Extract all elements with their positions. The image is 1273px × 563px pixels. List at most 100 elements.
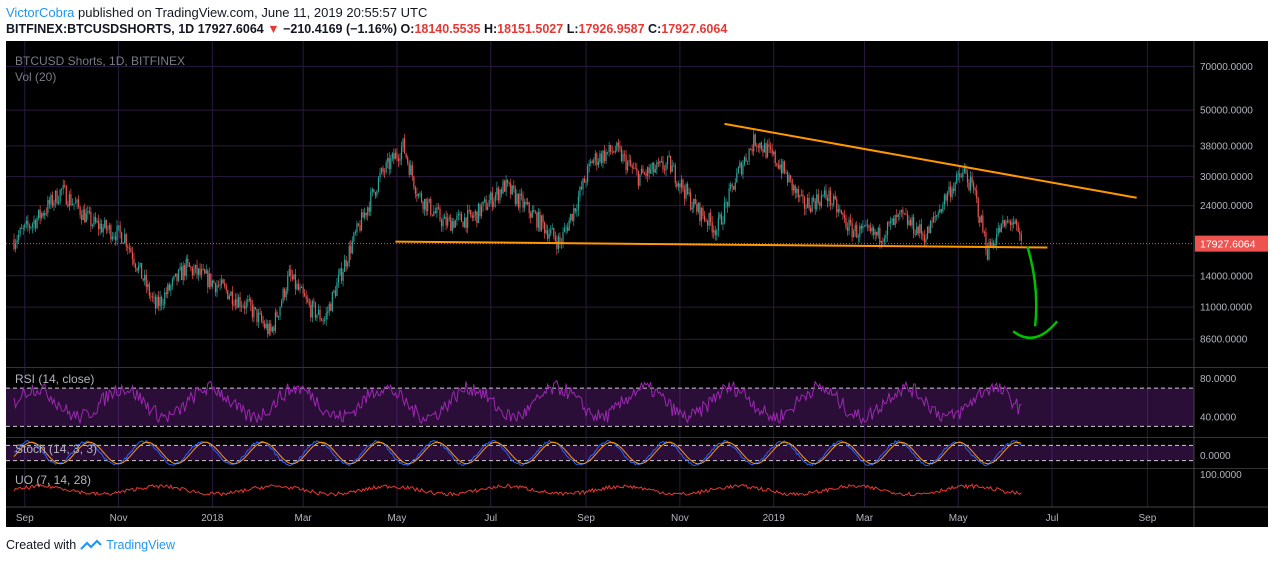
candle-body <box>210 273 212 287</box>
chart-title: BTCUSD Shorts, 1D, BITFINEX <box>15 54 185 68</box>
candle-body <box>342 271 344 281</box>
candle-body <box>505 179 507 192</box>
candle-body <box>657 162 659 164</box>
projection-arrow-path[interactable] <box>1026 246 1038 327</box>
candle-body <box>251 305 253 318</box>
candle-body <box>943 194 946 205</box>
candle-body <box>859 225 861 237</box>
candle-body <box>650 169 652 174</box>
candle-body <box>130 248 132 253</box>
candle-body <box>742 164 744 175</box>
candle-body <box>563 228 566 232</box>
candle-body <box>270 323 272 332</box>
candle-body <box>770 146 772 149</box>
candle-body <box>1005 221 1007 227</box>
candle-body <box>537 211 540 228</box>
candle-body <box>951 188 953 198</box>
candle-body <box>700 207 703 222</box>
candle-body <box>331 291 333 311</box>
x-tick-label: Jul <box>1046 513 1059 524</box>
candle-body <box>573 208 575 221</box>
candle-body <box>176 273 178 281</box>
x-tick-label: Sep <box>1139 513 1157 524</box>
candle-body <box>686 184 689 194</box>
candle-body <box>207 270 209 288</box>
candle-body <box>125 234 127 247</box>
created-with-text: Created with <box>6 538 77 552</box>
candle-body <box>980 215 982 223</box>
candle-body <box>280 301 283 307</box>
candle-body <box>869 228 872 232</box>
candle-body <box>846 227 849 231</box>
candle-body <box>648 167 650 174</box>
candle-body <box>440 220 443 227</box>
candle-body <box>162 304 164 306</box>
candle-body <box>969 176 972 190</box>
trendline-horizontal-support[interactable] <box>395 240 1048 249</box>
candle-body <box>759 142 761 148</box>
candle-body <box>77 199 80 208</box>
candle-body <box>493 201 495 207</box>
candle-body <box>241 306 243 308</box>
candle-body <box>293 274 295 280</box>
candle-body <box>893 218 895 226</box>
candle-body <box>457 213 460 216</box>
candle-body <box>548 234 550 239</box>
candle-body <box>917 226 919 234</box>
candle-body <box>909 220 912 226</box>
close-value: 17927.6064 <box>661 22 728 36</box>
candle-body <box>142 278 144 281</box>
candle-body <box>313 301 315 304</box>
candle-body <box>377 177 380 192</box>
price-chart[interactable]: RSI (14, close) 80.0000 40.0000 Stoch (14, … <box>6 41 1268 527</box>
candle-body <box>1002 220 1004 224</box>
projection-arrow-hook[interactable] <box>1012 320 1059 340</box>
candle-body <box>213 280 215 284</box>
candle-body <box>294 274 297 290</box>
candle-body <box>706 221 709 226</box>
candle-body <box>324 319 326 321</box>
candle-body <box>576 209 578 212</box>
candle-body <box>871 227 873 232</box>
candle-body <box>231 291 233 305</box>
candle-body <box>465 217 467 228</box>
candle-body <box>993 242 995 246</box>
candle-body <box>553 228 555 237</box>
candle-body <box>507 179 509 183</box>
candle-body <box>244 306 246 309</box>
indicator-panes: RSI (14, close) 80.0000 40.0000 Stoch (14, … <box>6 367 1268 497</box>
candle-body <box>157 296 160 307</box>
candle-body <box>925 238 927 243</box>
candle-body <box>447 218 449 226</box>
trendlines[interactable] <box>395 122 1137 340</box>
candle-body <box>41 213 43 219</box>
tradingview-link[interactable]: TradingView <box>106 538 175 552</box>
candle-body <box>408 163 410 175</box>
candle-body <box>448 217 450 219</box>
candle-body <box>751 149 753 152</box>
candle-body <box>848 219 850 231</box>
candle-body <box>247 300 249 302</box>
candle-body <box>65 186 67 205</box>
candle-body <box>325 313 327 320</box>
trendline-descending-resistance[interactable] <box>724 122 1137 199</box>
candle-body <box>276 312 278 317</box>
candle-body <box>960 177 962 178</box>
author-link[interactable]: VictorCobra <box>6 5 75 20</box>
candle-body <box>588 163 590 167</box>
candle-body <box>688 192 690 194</box>
candle-body <box>233 304 235 306</box>
candle-body <box>224 283 226 286</box>
candle-body <box>571 213 573 221</box>
down-arrow-icon: ▼ <box>267 22 280 36</box>
candle-body <box>345 259 347 267</box>
candle-body <box>150 295 152 297</box>
candle-body <box>579 187 581 197</box>
candle-body <box>44 212 46 216</box>
candle-body <box>254 307 257 309</box>
indicator-tick-label: 100.0000 <box>1200 470 1242 481</box>
candle-body <box>814 200 816 210</box>
y-tick-label: 14000.0000 <box>1200 271 1253 282</box>
candle-body <box>296 283 298 290</box>
candle-body <box>394 152 396 160</box>
